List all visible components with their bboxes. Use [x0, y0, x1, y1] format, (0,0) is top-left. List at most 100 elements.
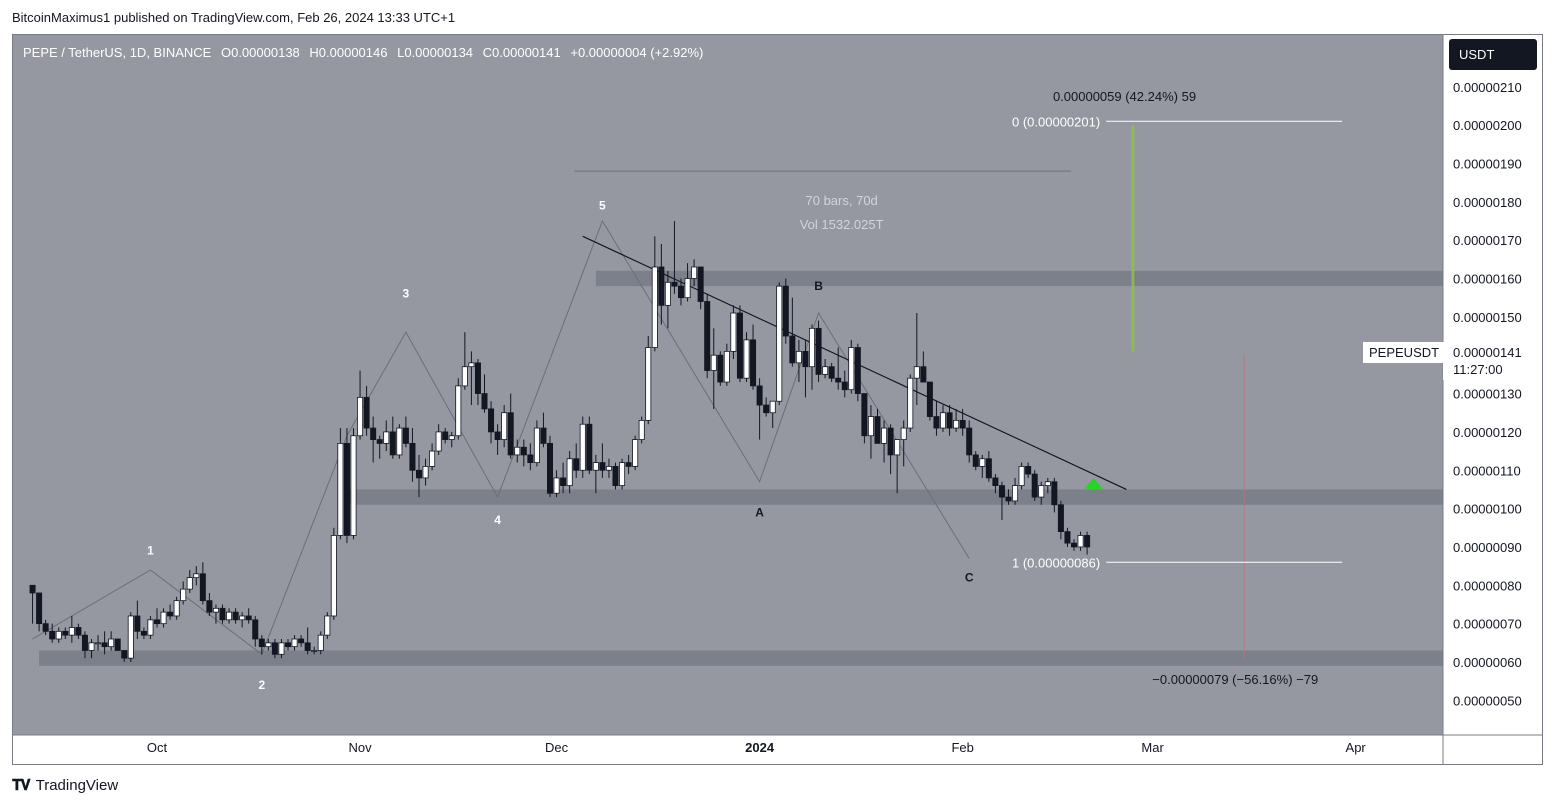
candle-body — [750, 339, 757, 387]
time-tick-label: Feb — [951, 740, 973, 755]
candle-body — [461, 366, 468, 387]
candle-body — [409, 443, 416, 471]
candle-body — [134, 615, 141, 632]
candle-body — [881, 427, 888, 444]
price-tick-label: 0.00000070 — [1453, 617, 1522, 632]
publisher-info: BitcoinMaximus1 published on TradingView… — [12, 10, 456, 25]
candle-body — [592, 462, 599, 471]
candle-body — [180, 588, 187, 602]
candle-body — [573, 458, 580, 471]
candle-body — [795, 350, 802, 364]
candle-body — [101, 642, 108, 648]
candle-body — [1064, 531, 1071, 544]
candle-body — [81, 634, 88, 651]
candle-body — [769, 400, 776, 414]
candle-body — [867, 416, 874, 437]
chart-background — [13, 35, 1443, 735]
candle-body — [1071, 542, 1078, 548]
candle-body — [664, 281, 671, 306]
candle-body — [75, 627, 82, 636]
price-tick-label: 0.00000090 — [1453, 540, 1522, 555]
candle-body — [854, 347, 861, 394]
candle-body — [907, 377, 914, 429]
price-tick-label: 0.00000200 — [1453, 118, 1522, 133]
candle-body — [284, 642, 291, 648]
price-tick-label: 0.00000060 — [1453, 655, 1522, 670]
candle-body — [514, 446, 521, 456]
candle-body — [265, 642, 272, 648]
candle-body — [966, 427, 973, 456]
bar-countdown: 11:27:00 — [1453, 362, 1503, 377]
candle-body — [619, 462, 626, 486]
price-tick-label: 0.00000180 — [1453, 195, 1522, 210]
symbol-name[interactable]: PEPE / TetherUS, 1D, BINANCE — [23, 45, 212, 60]
candle-body — [979, 458, 986, 467]
candle-body — [147, 619, 154, 636]
descending-trendline — [582, 235, 1127, 490]
candle-body — [442, 431, 449, 440]
candle-body — [586, 423, 593, 471]
candle-body — [926, 381, 933, 417]
candle-body — [291, 638, 298, 648]
candle-body — [612, 466, 619, 486]
candle-body — [678, 285, 685, 299]
candle-body — [226, 611, 233, 621]
candle-body — [933, 416, 940, 429]
candle-body — [579, 423, 586, 471]
candle-body — [756, 385, 763, 406]
candle-body — [507, 412, 514, 456]
symbol-legend: PEPE / TetherUS, 1D, BINANCE O0.00000138… — [23, 45, 703, 60]
candle-body — [429, 450, 436, 467]
last-price-tag: 0.00000141 11:27:00 — [1443, 342, 1541, 380]
footer-brand[interactable]: 𝐓𝐕 TradingView — [12, 777, 118, 794]
candle-body — [861, 393, 868, 437]
candle-body — [271, 642, 278, 655]
candle-body — [605, 466, 612, 471]
candle-body — [383, 431, 390, 444]
price-tick-label: 0.00000210 — [1453, 80, 1522, 95]
candle-body — [1031, 473, 1038, 498]
candle-body — [370, 427, 377, 440]
candle-body — [998, 485, 1005, 498]
candle-body — [29, 584, 36, 594]
candle-body — [776, 285, 783, 402]
candle-body — [632, 439, 639, 467]
candle-body — [717, 354, 724, 383]
candle-body — [324, 615, 331, 636]
candle-body — [809, 327, 816, 368]
candle-body — [985, 458, 992, 479]
horizontal-zone — [39, 650, 1444, 666]
close-label: C — [482, 45, 493, 60]
candle-body — [651, 266, 658, 348]
candle-body — [121, 650, 128, 659]
candle-body — [638, 419, 645, 440]
candle-body — [114, 638, 121, 651]
candle-body — [533, 427, 540, 463]
candle-body — [822, 366, 829, 375]
candle-body — [153, 619, 160, 625]
time-tick-label: Nov — [348, 740, 372, 755]
target-range-label: 0.00000059 (42.24%) 59 — [1053, 89, 1196, 104]
candle-body — [252, 619, 259, 640]
price-tick-label: 0.00000160 — [1453, 272, 1522, 287]
candle-body — [841, 381, 848, 391]
wave-label: 2 — [258, 678, 265, 692]
low-value: 0.00000134 — [404, 45, 474, 60]
candle-body — [920, 366, 927, 383]
price-tick-label: 0.00000150 — [1453, 310, 1522, 325]
currency-button[interactable]: USDT — [1449, 39, 1537, 70]
candle-body — [874, 416, 881, 444]
candle-body — [815, 327, 822, 375]
wave-label: C — [965, 570, 974, 584]
candle-body — [95, 642, 102, 645]
candle-body — [658, 266, 665, 306]
candle-body — [278, 642, 285, 655]
candle-body — [173, 600, 180, 617]
candle-body — [691, 266, 698, 279]
candle-body — [1012, 485, 1019, 502]
candle-body — [62, 630, 69, 636]
candle-body — [1077, 535, 1084, 548]
candle-body — [363, 396, 370, 429]
candle-body — [1005, 496, 1012, 502]
